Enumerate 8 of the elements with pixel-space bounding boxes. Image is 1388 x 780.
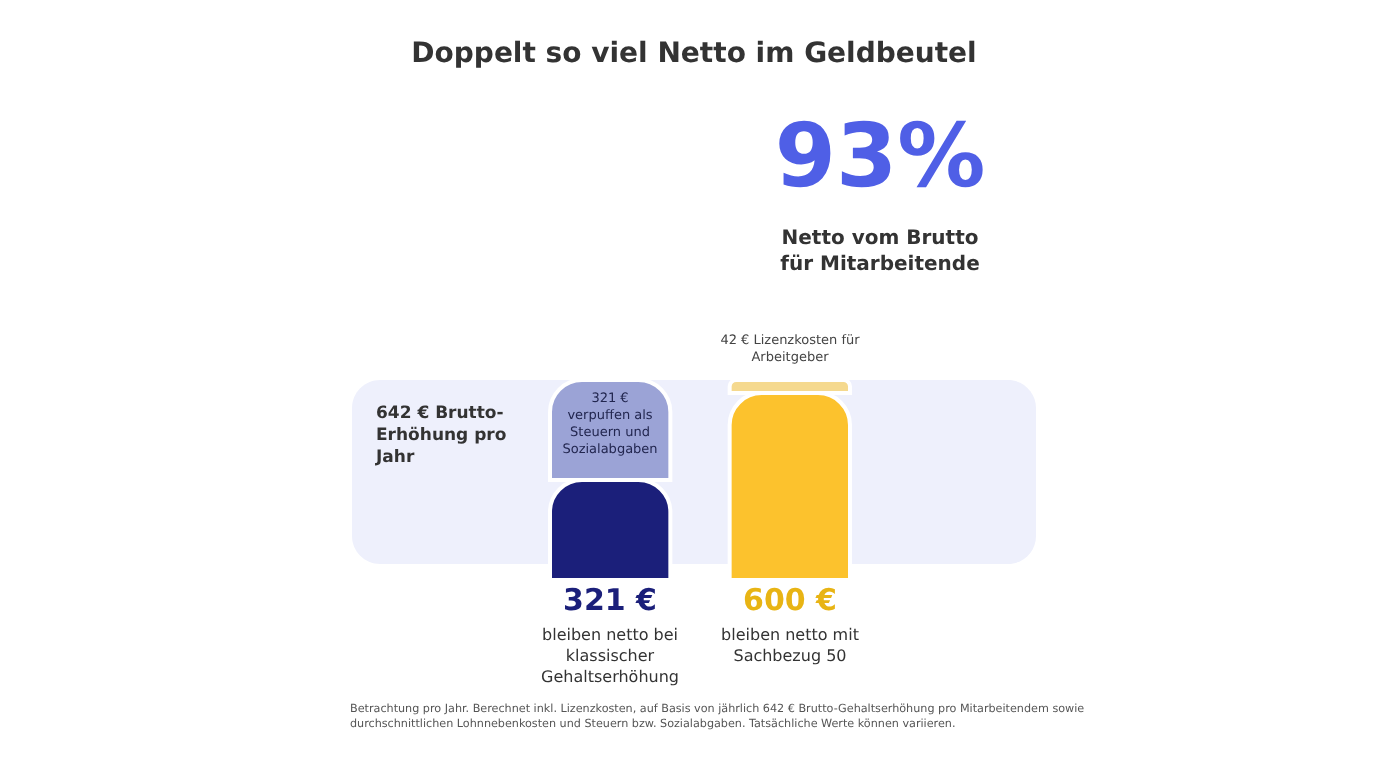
chart-title: Doppelt so viel Netto im Geldbeutel	[411, 38, 977, 70]
x-tick-label: bleiben netto bei klassischer Gehaltserhöhung	[541, 626, 679, 686]
text: 93%	[774, 106, 986, 208]
x-tick-label: bleiben netto mit Sachbezug 50	[721, 626, 859, 665]
text: 642 € Brutto-Erhöhung pro Jahr	[374, 404, 507, 469]
data-label: 600 €	[743, 582, 837, 618]
text: Netto vom Brutto für Mitarbeitende	[780, 228, 981, 276]
data-label: 321 €	[563, 582, 657, 618]
